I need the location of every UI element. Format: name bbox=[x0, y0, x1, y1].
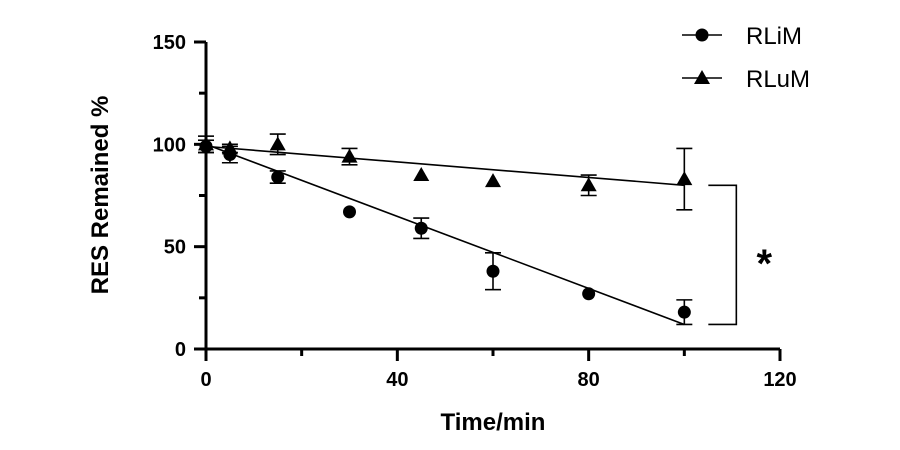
x-tick-label: 120 bbox=[763, 369, 796, 391]
rlum-point bbox=[269, 136, 286, 151]
rlum-fit-line bbox=[205, 145, 685, 187]
y-tick-label: 50 bbox=[164, 237, 186, 259]
legend: RLiM RLuM bbox=[682, 23, 810, 93]
fit-lines bbox=[205, 143, 685, 326]
rlum-point bbox=[485, 173, 501, 188]
error-bars bbox=[198, 133, 693, 326]
rlum-legend-marker bbox=[694, 70, 710, 84]
x-tick-label: 40 bbox=[386, 369, 408, 391]
x-tick-label: 80 bbox=[578, 369, 600, 391]
x-axis-title: Time/min bbox=[441, 409, 546, 436]
rlim-point bbox=[271, 170, 285, 184]
rlim-point bbox=[677, 305, 691, 319]
rlum-point bbox=[580, 177, 597, 192]
significance-bracket bbox=[708, 184, 738, 326]
data-markers bbox=[198, 136, 693, 319]
rlim-point bbox=[582, 287, 596, 301]
annotations: * bbox=[708, 184, 773, 326]
axes: 0 50 100 150 0 40 80 120 bbox=[153, 32, 797, 391]
rlum-point bbox=[341, 148, 358, 163]
rlim-point bbox=[486, 264, 500, 278]
rlim-point bbox=[414, 221, 428, 235]
y-tick-label: 0 bbox=[175, 339, 186, 361]
rlum-point bbox=[221, 140, 238, 155]
rlum-point bbox=[198, 136, 214, 151]
rlum-point bbox=[676, 171, 693, 186]
rlim-legend-marker bbox=[695, 28, 709, 42]
rlim-fit-line bbox=[205, 143, 685, 326]
x-tick-label: 0 bbox=[200, 369, 211, 391]
rlum-point bbox=[413, 167, 430, 182]
y-tick-label: 150 bbox=[153, 32, 186, 54]
rlum-legend-label: RLuM bbox=[746, 66, 810, 93]
rlim-point bbox=[343, 205, 356, 219]
significance-marker: * bbox=[757, 242, 773, 286]
rlim-legend-label: RLiM bbox=[746, 23, 802, 50]
y-axis-title: RES Remained % bbox=[87, 96, 114, 295]
y-tick-label: 100 bbox=[153, 134, 186, 156]
